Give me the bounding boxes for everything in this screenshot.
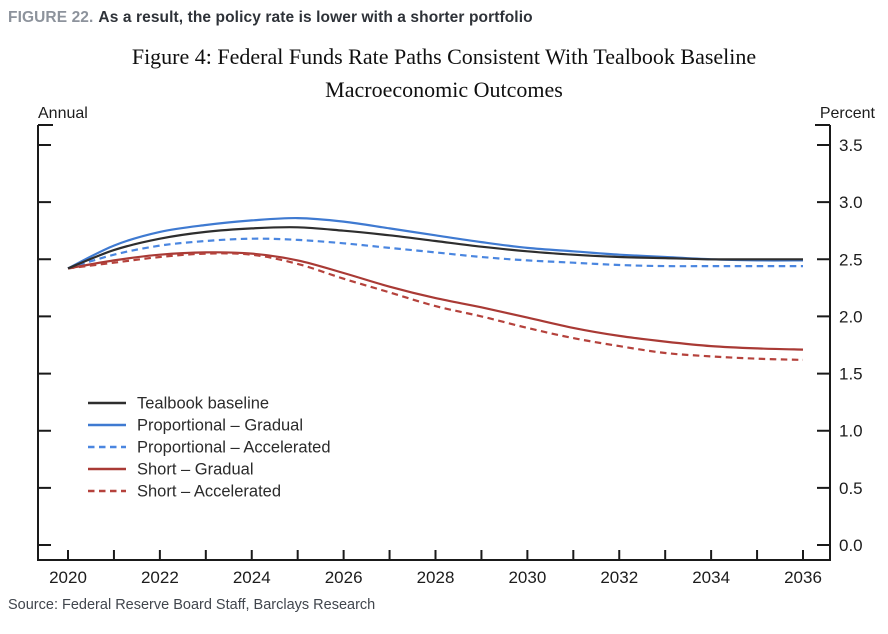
x-tick-label: 2028: [417, 568, 455, 587]
y-tick-label: 3.0: [839, 193, 863, 212]
legend-label: Tealbook baseline: [137, 395, 269, 413]
x-tick-label: 2030: [508, 568, 546, 587]
series-line-4: [67, 251, 804, 351]
y-tick-label: 2.5: [839, 250, 863, 269]
figure-header: FIGURE 22. As a result, the policy rate i…: [8, 8, 868, 28]
x-tick-label: 2026: [325, 568, 363, 587]
legend-label: Proportional – Gradual: [137, 417, 303, 435]
left-axis-caption: Annual: [38, 105, 88, 122]
series-line-1: [67, 226, 803, 270]
y-tick-label: 0.5: [839, 479, 863, 498]
figure-number-label: FIGURE 22.: [8, 9, 94, 26]
source-note: Source: Federal Reserve Board Staff, Bar…: [8, 597, 376, 613]
y-tick-label: 0.0: [839, 536, 863, 555]
x-tick-label: 2022: [141, 568, 179, 587]
x-tick-label: 2020: [49, 568, 87, 587]
chart-title: Figure 4: Federal Funds Rate Paths Consi…: [0, 40, 888, 106]
y-tick-label: 2.0: [839, 307, 863, 326]
series-line-5: [67, 252, 804, 361]
x-tick-label: 2034: [692, 568, 730, 587]
chart-title-line2: Macroeconomic Outcomes: [325, 77, 563, 102]
legend-label: Proportional – Accelerated: [137, 439, 331, 457]
legend-label: Short – Gradual: [137, 461, 253, 479]
y-tick-label: 1.0: [839, 422, 863, 441]
chart-title-line1: Figure 4: Federal Funds Rate Paths Consi…: [131, 44, 757, 69]
x-tick-label: 2036: [784, 568, 822, 587]
right-axis-caption: Percent: [820, 105, 876, 122]
legend-label: Short – Accelerated: [137, 483, 281, 501]
axes-frame: [37, 124, 831, 561]
x-tick-label: 2024: [233, 568, 271, 587]
x-tick-label: 2032: [600, 568, 638, 587]
chart-canvas: 0.0 0.5 1.0 1.5 2.0 2.5 3.0 3.5 2020 2022 2024 2026…: [37, 105, 876, 587]
figure-headline: As a result, the policy rate is lower wi…: [98, 9, 533, 26]
y-tick-label: 3.5: [839, 136, 863, 155]
y-tick-label: 1.5: [839, 365, 863, 384]
